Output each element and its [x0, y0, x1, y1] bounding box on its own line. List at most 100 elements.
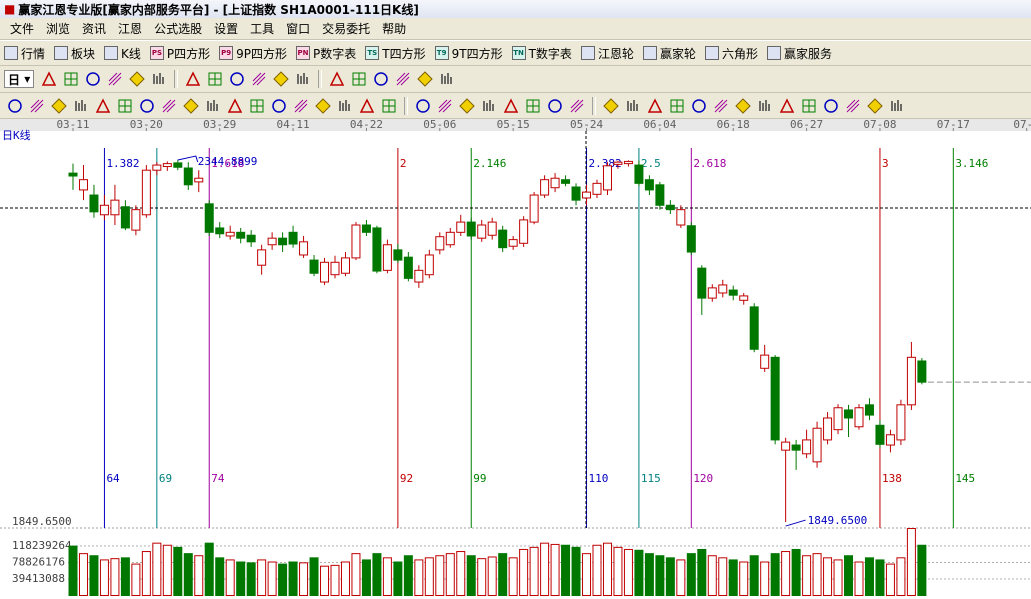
volume-bar	[320, 565, 330, 596]
candle-body	[414, 269, 424, 283]
tool-icon[interactable]	[779, 97, 795, 114]
toolbar-button[interactable]: 江恩轮	[580, 45, 634, 62]
tool-icon[interactable]	[129, 71, 145, 87]
tool-icon[interactable]	[415, 98, 431, 114]
tool-icon[interactable]	[481, 98, 497, 114]
toolbar-button[interactable]: 赢家轮	[642, 45, 696, 62]
tool-icon[interactable]	[139, 98, 155, 114]
candle-body	[582, 191, 592, 199]
toolbar-button[interactable]: TS T四方形	[365, 45, 426, 62]
toolbar-button[interactable]: TN T数字表	[511, 45, 572, 62]
tool-icon[interactable]	[735, 97, 751, 114]
menu-item[interactable]: 帮助	[382, 22, 407, 36]
volume-bar	[68, 545, 78, 596]
menu-item[interactable]: 设置	[214, 22, 239, 36]
menu-item[interactable]: 文件	[10, 22, 35, 36]
tool-icon[interactable]	[713, 98, 729, 114]
menu-item[interactable]: 浏览	[46, 22, 71, 36]
tool-icon[interactable]	[293, 98, 309, 114]
tool-icon[interactable]	[85, 71, 101, 87]
low-label: 1849.6500	[808, 514, 868, 527]
toolbar-button[interactable]: PN P数字表	[296, 45, 356, 62]
toolbar-button[interactable]: T9 9T四方形	[434, 45, 503, 62]
tool-icon[interactable]	[95, 97, 111, 114]
tool-icon[interactable]	[273, 71, 289, 87]
tool-icon[interactable]	[51, 97, 67, 114]
menu-item[interactable]: 公式选股	[154, 22, 203, 36]
toolbar-label: T数字表	[528, 46, 572, 61]
toolbar-button[interactable]: K线	[104, 45, 141, 62]
tool-icon[interactable]	[503, 97, 519, 114]
tool-icon[interactable]	[547, 98, 563, 114]
tool-icon[interactable]	[295, 71, 311, 87]
tool-icon[interactable]	[107, 71, 123, 87]
candle-body	[864, 404, 874, 416]
tool-icon[interactable]	[249, 98, 265, 114]
toolbar-button[interactable]: 板块	[54, 45, 95, 62]
tool-icon[interactable]	[161, 98, 177, 114]
tool-icon[interactable]	[183, 97, 199, 114]
tool-icon[interactable]	[525, 98, 541, 114]
tool-icon[interactable]	[625, 98, 641, 114]
tool-icon[interactable]	[337, 98, 353, 114]
candle-body	[613, 161, 623, 165]
menu-item[interactable]: 江恩	[118, 22, 143, 36]
tool-icon[interactable]	[117, 98, 133, 114]
tool-icon[interactable]	[29, 98, 45, 114]
tool-icon[interactable]	[351, 71, 367, 87]
tool-icon[interactable]	[757, 98, 773, 114]
tool-icon[interactable]	[845, 98, 861, 114]
tool-icon: T9	[434, 46, 449, 60]
tool-icon[interactable]	[691, 98, 707, 114]
volume-bar	[791, 548, 801, 597]
menu-item[interactable]: 资讯	[82, 22, 107, 36]
tool-icon[interactable]	[669, 98, 685, 114]
tool-icon[interactable]	[229, 71, 245, 87]
volume-bar	[414, 559, 424, 596]
tool-icon[interactable]	[569, 98, 585, 114]
tool-icon[interactable]	[381, 98, 397, 114]
tool-icon[interactable]	[459, 97, 475, 114]
tool-icon[interactable]	[801, 98, 817, 114]
tool-icon[interactable]	[867, 97, 883, 114]
tool-icon[interactable]	[205, 98, 221, 114]
tool-icon[interactable]	[417, 71, 433, 87]
candle-body	[844, 409, 854, 419]
menu-item[interactable]: 工具	[250, 22, 275, 36]
volume-bar	[487, 556, 497, 597]
tool-icon[interactable]	[207, 71, 223, 87]
tool-icon[interactable]	[41, 71, 57, 87]
candle-body	[204, 203, 214, 233]
tool-icon[interactable]	[437, 98, 453, 114]
menu-item[interactable]: 交易委托	[322, 22, 371, 36]
tool-icon[interactable]	[359, 97, 375, 114]
candle-body	[320, 261, 330, 283]
cycle-count: 99	[473, 472, 486, 485]
tool-icon[interactable]	[251, 71, 267, 87]
tool-icon[interactable]	[329, 71, 345, 87]
toolbar-button[interactable]: 赢家服务	[766, 45, 832, 62]
tool-icon[interactable]	[647, 97, 663, 114]
volume-bar	[131, 563, 141, 597]
menu-item[interactable]: 窗口	[286, 22, 311, 36]
tool-icon[interactable]	[63, 71, 79, 87]
tool-icon[interactable]	[823, 98, 839, 114]
toolbar-button[interactable]: PS P四方形	[149, 45, 210, 62]
toolbar-button[interactable]: P9 9P四方形	[219, 45, 287, 62]
tool-icon[interactable]	[227, 97, 243, 114]
tool-icon[interactable]	[603, 97, 619, 114]
tool-icon[interactable]	[395, 71, 411, 87]
tool-icon[interactable]	[151, 71, 167, 87]
tool-icon[interactable]	[889, 98, 905, 114]
toolbar-button[interactable]: 行情	[4, 45, 45, 62]
toolbar-button[interactable]: 六角形	[704, 45, 758, 62]
tool-icon	[4, 46, 18, 60]
tool-icon[interactable]	[315, 97, 331, 114]
tool-icon[interactable]	[271, 98, 287, 114]
tool-icon[interactable]	[439, 71, 455, 87]
tool-icon[interactable]	[7, 98, 23, 114]
tool-icon[interactable]	[185, 71, 201, 87]
period-select[interactable]: 日 ▾	[4, 70, 35, 88]
tool-icon[interactable]	[73, 98, 89, 114]
tool-icon[interactable]	[373, 71, 389, 87]
